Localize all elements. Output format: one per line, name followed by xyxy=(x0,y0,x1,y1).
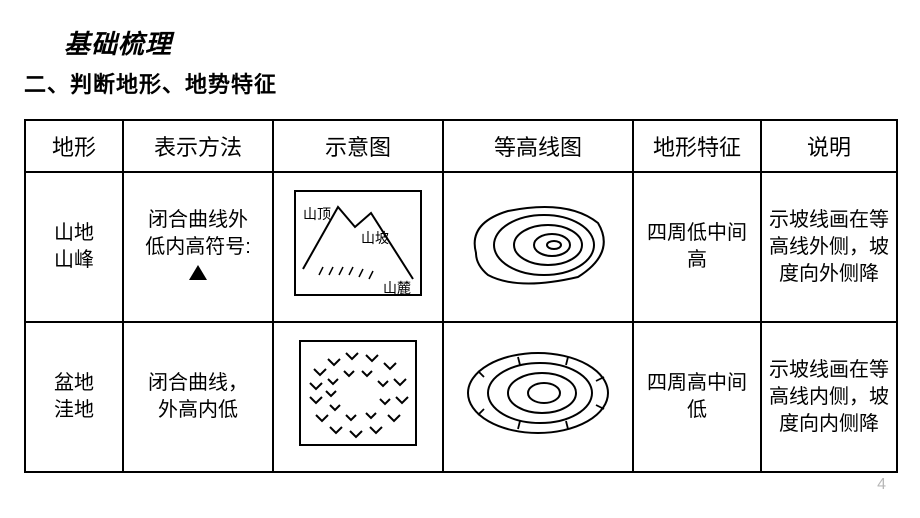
description-cell: 示坡线画在等高线外侧，坡度向外侧降 xyxy=(761,172,897,322)
title-sub: 二、判断地形、地势特征 xyxy=(24,67,920,99)
svg-text:山麓: 山麓 xyxy=(383,280,411,296)
contour-cell xyxy=(443,172,633,322)
terrain-line1: 盆地 xyxy=(30,370,118,397)
title-main: 基础梳理 xyxy=(64,24,920,61)
title-block: 基础梳理 二、判断地形、地势特征 xyxy=(0,0,920,111)
mountain-schematic-icon: 山顶 山坡 山麓 xyxy=(293,189,423,305)
hdr-description: 说明 xyxy=(761,120,897,172)
terrain-line2: 山峰 xyxy=(30,247,118,274)
contour-cell xyxy=(443,322,633,472)
hdr-characteristic: 地形特征 xyxy=(633,120,761,172)
svg-text:山坡: 山坡 xyxy=(361,230,389,246)
hdr-schematic: 示意图 xyxy=(273,120,443,172)
method-line1: 闭合曲线， xyxy=(128,370,268,397)
characteristic-cell: 四周高中间低 xyxy=(633,322,761,472)
hdr-method: 表示方法 xyxy=(123,120,273,172)
terrain-line2: 洼地 xyxy=(30,397,118,424)
method-cell: 闭合曲线外 低内高符号: xyxy=(123,172,273,322)
triangle-icon xyxy=(128,261,268,288)
terrain-cell: 山地 山峰 xyxy=(25,172,123,322)
hdr-terrain: 地形 xyxy=(25,120,123,172)
method-line1: 闭合曲线外 xyxy=(128,207,268,234)
svg-text:山顶: 山顶 xyxy=(303,206,331,222)
page-number: 4 xyxy=(877,476,886,494)
terrain-cell: 盆地 洼地 xyxy=(25,322,123,472)
table-row: 山地 山峰 闭合曲线外 低内高符号: 山顶 山坡 山 xyxy=(25,172,897,322)
terrain-table: 地形 表示方法 示意图 等高线图 地形特征 说明 山地 山峰 闭合曲线外 低内高… xyxy=(24,119,898,473)
schematic-cell xyxy=(273,322,443,472)
table-header-row: 地形 表示方法 示意图 等高线图 地形特征 说明 xyxy=(25,120,897,172)
description-cell: 示坡线画在等高线内侧，坡度向内侧降 xyxy=(761,322,897,472)
method-cell: 闭合曲线， 外高内低 xyxy=(123,322,273,472)
hdr-contour: 等高线图 xyxy=(443,120,633,172)
peak-contour-icon xyxy=(458,193,618,301)
table-row: 盆地 洼地 闭合曲线， 外高内低 xyxy=(25,322,897,472)
basin-contour-icon xyxy=(458,343,618,451)
method-line2: 低内高符号: xyxy=(128,234,268,261)
schematic-cell: 山顶 山坡 山麓 xyxy=(273,172,443,322)
terrain-line1: 山地 xyxy=(30,220,118,247)
method-line2: 外高内低 xyxy=(128,397,268,424)
characteristic-cell: 四周低中间高 xyxy=(633,172,761,322)
basin-schematic-icon xyxy=(298,339,418,455)
